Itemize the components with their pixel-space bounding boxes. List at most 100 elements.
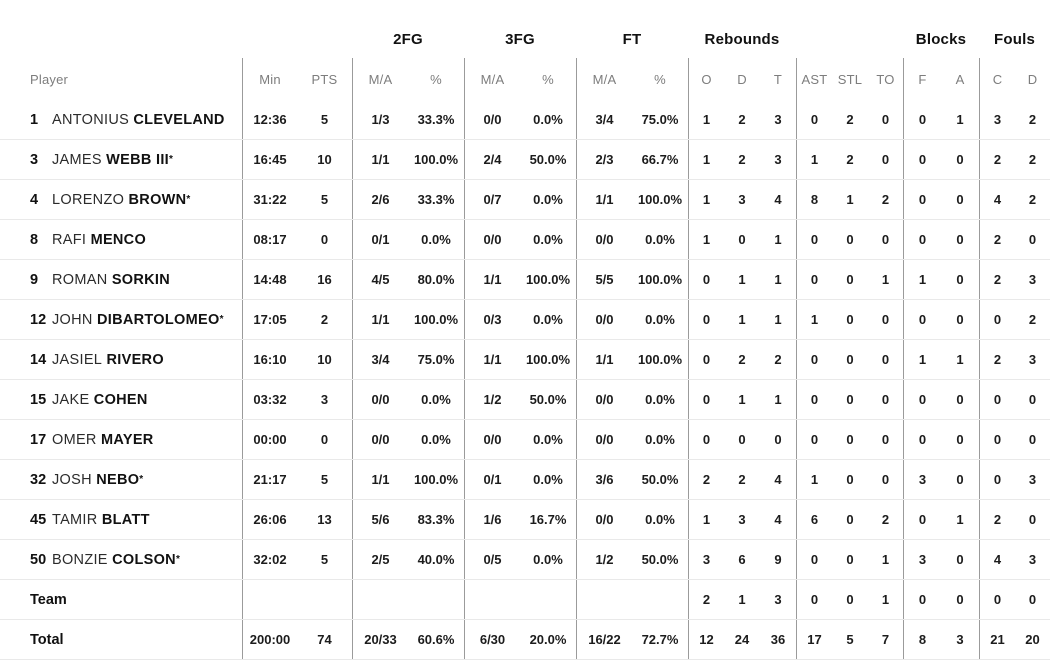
stat-fc: 0: [979, 380, 1015, 419]
stat-min: 08:17: [242, 220, 297, 259]
stat-min: 21:17: [242, 460, 297, 499]
stat-fg3: 0/5: [464, 540, 520, 579]
player-cell: 8 RAFI MENCO: [0, 220, 242, 259]
stat-fg2p: 80.0%: [417, 272, 455, 287]
stat-rt: 2: [774, 352, 782, 367]
stat-bf: 1: [903, 340, 941, 379]
stat-rt: 4: [774, 192, 782, 207]
stat-ro: 1: [688, 140, 724, 179]
stat-fc: 2: [979, 340, 1015, 379]
stat-ba: 0: [956, 312, 964, 327]
stat-rd: 3: [738, 512, 746, 527]
stat-fg3: 0/0: [464, 420, 520, 459]
column-header-foul-c: C: [979, 58, 1015, 100]
player-row[interactable]: 12 JOHN DIBARTOLOMEO * 17:05 2 1/1 100.0% 0/3 0.…: [0, 300, 1050, 340]
player-number: 50: [30, 551, 47, 568]
stat-stl: 2: [846, 152, 854, 167]
stat-rt: 1: [774, 392, 782, 407]
stat-fc: 0: [979, 300, 1015, 339]
player-first-name: OMER: [52, 431, 102, 448]
stat-ft: 2/3: [576, 140, 632, 179]
stat-fd: 2: [1028, 112, 1037, 127]
stat-ba: 0: [956, 272, 964, 287]
stat-fg2p: 75.0%: [417, 352, 455, 367]
stat-fc: 3: [979, 100, 1015, 139]
player-first-name: JAKE: [52, 391, 94, 408]
stat-rd: 2: [738, 352, 746, 367]
player-row[interactable]: 50 BONZIE COLSON * 32:02 5 2/5 40.0% 0/5 0.0% 1/2…: [0, 540, 1050, 580]
stat-bf: 0: [903, 500, 941, 539]
stat-rd: 0: [738, 232, 746, 247]
stat-rt: 9: [774, 552, 782, 567]
stat-bf: 3: [903, 460, 941, 499]
stat-to: 2: [881, 192, 890, 207]
stat-stl: 0: [846, 312, 854, 327]
player-cell: 14 JASIEL RIVERO: [0, 340, 242, 379]
player-row[interactable]: 15 JAKE COHEN 03:32 3 0/0 0.0% 1/2 50.0% 0/0 0.0%…: [0, 380, 1050, 420]
stat-bf: 0: [903, 100, 941, 139]
player-row[interactable]: 1 ANTONIUS CLEVELAND 12:36 5 1/3 33.3% 0/0 0.0%…: [0, 100, 1050, 140]
stat-to: 0: [881, 112, 890, 127]
player-row[interactable]: 4 LORENZO BROWN * 31:22 5 2/6 33.3% 0/7 0.0% 1/1 1…: [0, 180, 1050, 220]
stat-ba: 0: [956, 472, 964, 487]
player-last-name: DIBARTOLOMEO: [97, 311, 220, 328]
player-last-name: BLATT: [101, 511, 150, 528]
player-row[interactable]: 8 RAFI MENCO 08:17 0 0/1 0.0% 0/0 0.0% 0/0 0.0% 1 0…: [0, 220, 1050, 260]
stat-ast: 0: [796, 100, 832, 139]
stat-ro: 0: [688, 300, 724, 339]
stat-min: [242, 580, 297, 619]
stat-fg3p: 0.0%: [533, 472, 563, 487]
player-number: 1: [30, 111, 39, 128]
stat-ftp: 0.0%: [645, 512, 675, 527]
stat-fg3: 0/7: [464, 180, 520, 219]
stat-rd: 1: [738, 312, 746, 327]
stat-ast: 0: [796, 340, 832, 379]
stat-rt: 1: [774, 272, 782, 287]
stat-fd: 3: [1028, 352, 1037, 367]
stat-rt: 36: [770, 632, 786, 647]
stat-ft: 1/1: [576, 340, 632, 379]
player-row[interactable]: 14 JASIEL RIVERO 16:10 10 3/4 75.0% 1/1 100.0% 1…: [0, 340, 1050, 380]
stat-ba: 0: [956, 192, 964, 207]
stat-ast: 6: [796, 500, 832, 539]
stat-fg3: [464, 580, 520, 619]
player-row[interactable]: 45 TAMIR BLATT 26:06 13 5/6 83.3% 1/6 16.7% 0/0 0…: [0, 500, 1050, 540]
stat-fg3: 0/1: [464, 460, 520, 499]
player-cell: 50 BONZIE COLSON *: [30, 551, 180, 568]
column-header-player: Player: [30, 71, 69, 87]
stat-pts: 3: [320, 392, 329, 407]
stat-bf: 0: [903, 180, 941, 219]
stat-min: 17:05: [242, 300, 297, 339]
player-row[interactable]: 3 JAMES WEBB III * 16:45 10 1/1 100.0% 2/4 50.0%…: [0, 140, 1050, 180]
column-header-reb-d: D: [737, 71, 747, 87]
group-header-row: 2FG 3FG FT Rebounds Blocks Fouls: [0, 20, 1050, 58]
stat-stl: 0: [846, 352, 854, 367]
stat-fg3p: 100.0%: [525, 352, 571, 367]
stat-min: 14:48: [242, 260, 297, 299]
stat-rd: 3: [738, 192, 746, 207]
stat-ft: 5/5: [576, 260, 632, 299]
stat-min: 16:10: [242, 340, 297, 379]
stat-ft: 0/0: [576, 420, 632, 459]
stat-ba: 0: [956, 232, 964, 247]
player-row[interactable]: 17 OMER MAYER 00:00 0 0/0 0.0% 0/0 0.0% 0/0 0.0% 0…: [0, 420, 1050, 460]
player-cell: 12 JOHN DIBARTOLOMEO *: [30, 311, 224, 328]
player-row[interactable]: 32 JOSH NEBO * 21:17 5 1/1 100.0% 0/1 0.0% 3/6 50.…: [0, 460, 1050, 500]
stat-fg3p: 0.0%: [533, 432, 563, 447]
stat-ast: 0: [796, 380, 832, 419]
stat-fg3p: 0.0%: [533, 232, 563, 247]
stat-stl: 0: [846, 392, 854, 407]
player-row[interactable]: 9 ROMAN SORKIN 14:48 16 4/5 80.0% 1/1 100.0% 5/5…: [0, 260, 1050, 300]
stat-pts: 10: [317, 352, 332, 367]
stat-min: 200:00: [242, 620, 297, 659]
player-last-name: COHEN: [93, 391, 148, 408]
stat-fg3p: 16.7%: [529, 512, 567, 527]
stat-fg2p: 33.3%: [417, 112, 455, 127]
group-header-ft: FT: [622, 30, 642, 48]
stat-to: 0: [881, 472, 890, 487]
column-header-to: TO: [876, 71, 895, 87]
stat-fg3p: 0.0%: [533, 552, 563, 567]
stat-ftp: 0.0%: [645, 392, 675, 407]
stat-bf: 1: [903, 260, 941, 299]
